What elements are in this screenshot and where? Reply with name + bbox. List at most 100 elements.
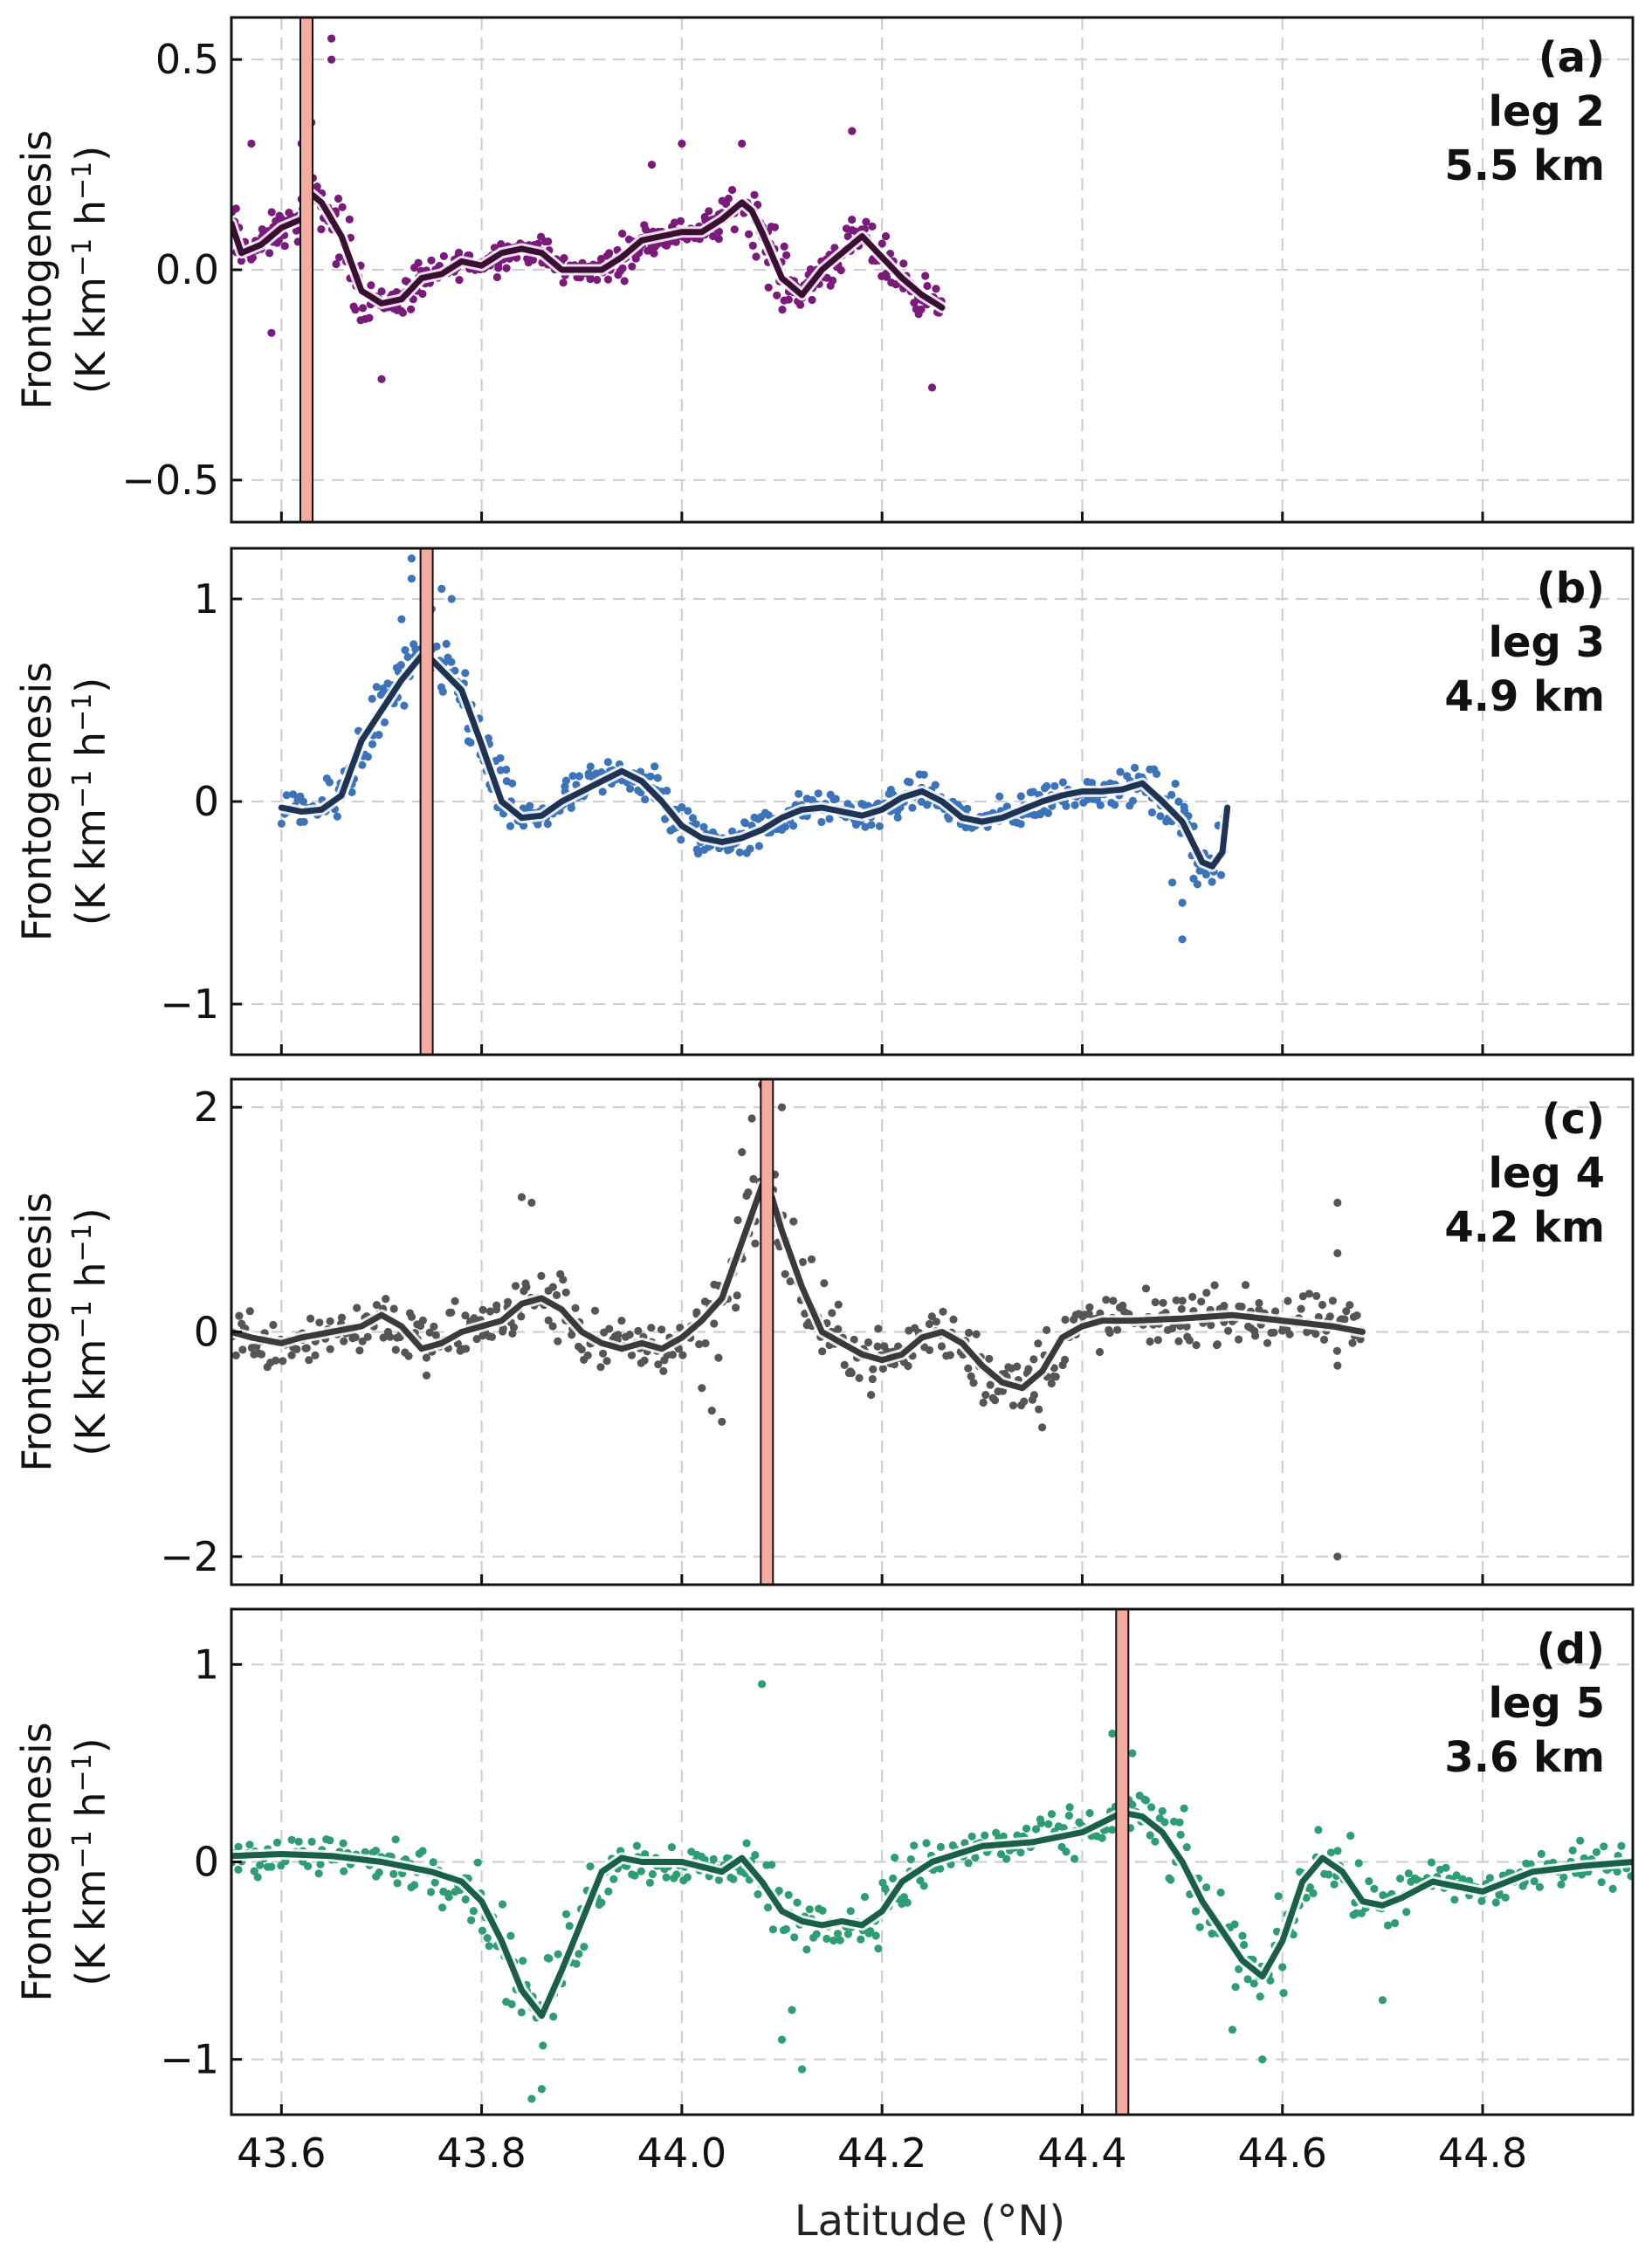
scatter-point [833,1930,843,1938]
scatter-point [640,1356,649,1365]
scatter-point [559,279,568,287]
scatter-point [326,1317,334,1325]
scatter-outlier [527,1198,536,1208]
scatter-point [1303,1328,1311,1337]
scatter-point [784,295,793,304]
scatter-point [971,1853,980,1862]
scatter-outlier [698,1384,706,1393]
scatter-point [1188,1292,1197,1301]
scatter-point [1064,1811,1073,1820]
scatter-point [1146,1337,1154,1346]
y-tick-label: 0 [194,1309,219,1356]
scatter-point [363,1332,372,1341]
scatter-point [861,822,870,831]
scatter-point [1332,1346,1341,1355]
scatter-point [1304,1290,1313,1298]
scatter-point [748,241,757,250]
scatter-point [967,1372,975,1380]
front-marker [1115,1608,1130,2116]
scatter-point [1608,1884,1617,1893]
scatter-point [269,1320,278,1330]
scatter-point [830,244,839,252]
scatter-point [919,1882,928,1890]
scatter-point [293,1345,301,1353]
scatter-point [620,277,629,286]
front-marker [419,547,434,1056]
scatter-point [1249,1979,1258,1988]
scatter-point [1216,870,1226,879]
scatter-point [1119,1301,1127,1310]
scatter-point [618,264,627,272]
scatter-point [315,1318,324,1327]
scatter-point [710,1319,719,1328]
scatter-point [533,820,542,829]
scatter-point [418,289,427,299]
scatter-point [709,1854,718,1863]
scatter-point [367,281,375,290]
scatter-point [678,1351,687,1359]
scatter-point [692,820,700,829]
scatter-point [1147,808,1157,817]
scatter-point [451,666,459,675]
scatter-point [672,1870,681,1879]
scatter-point [1098,1834,1106,1842]
scatter-point [798,1257,808,1267]
scatter-outlier [517,1193,527,1201]
scatter-point [1452,1871,1461,1880]
scatter-point [1255,1298,1263,1308]
scatter-point [1022,1824,1031,1833]
altitude-label: 4.2 km [1444,1203,1605,1252]
scatter-point [299,797,307,806]
scatter-outlier [1128,1749,1137,1758]
scatter-point [919,770,928,779]
scatter-point [617,1317,626,1325]
scatter-point [453,1339,463,1348]
scatter-point [602,1357,611,1366]
scatter-point [337,1313,347,1322]
scatter-point [386,1332,395,1341]
scatter-point [1274,1892,1283,1901]
scatter-point [561,1288,570,1297]
y-tick-label: 1 [194,1641,219,1688]
scatter-point [544,237,553,246]
scatter-point [774,1886,783,1896]
scatter-point [1427,1858,1436,1867]
scatter-point [654,1360,663,1369]
scatter-point [526,802,534,810]
scatter-point [949,1315,958,1324]
scatter-point [786,1277,795,1286]
scatter-point [627,1351,637,1359]
scatter-point [882,272,891,281]
scatter-point [1108,1826,1117,1834]
scatter-point [345,215,354,224]
scatter-point [864,1338,873,1347]
scatter-point [1095,1347,1105,1357]
scatter-point [1034,1339,1043,1348]
plot-area [231,1080,1368,1561]
scatter-point [699,822,708,831]
scatter-point [447,1308,456,1317]
x-tick-label: 44.4 [1037,2130,1126,2177]
scatter-point [1175,1818,1184,1827]
scatter-point [1002,1854,1011,1863]
scatter-point [1032,1825,1041,1834]
scatter-point [981,1831,989,1840]
scatter-outlier [707,1407,716,1415]
scatter-point [502,765,511,774]
scatter-point [326,1836,334,1845]
x-tick-label: 43.6 [237,2130,326,2177]
scatter-point [823,1934,831,1944]
scatter-point [694,850,703,858]
scatter-point [866,1927,875,1936]
scatter-point [561,1909,571,1918]
scatter-point [250,1867,258,1875]
y-axis-label-line2: (K km−1 h−1) [67,1737,115,1985]
scatter-point [245,1307,254,1316]
scatter-outlier [788,2006,796,2014]
y-tick-label: 1 [194,575,219,623]
scatter-point [647,1324,656,1332]
x-tick-label: 44.8 [1438,2130,1527,2177]
scatter-point [925,1345,934,1354]
scatter-point [764,283,773,292]
scatter-point [478,1926,487,1935]
